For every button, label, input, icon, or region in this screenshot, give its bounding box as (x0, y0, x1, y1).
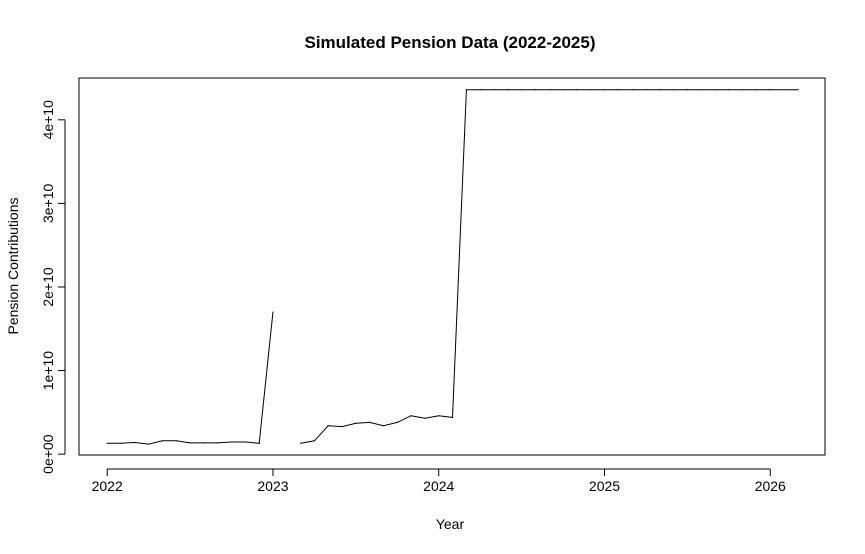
series-point (521, 89, 523, 91)
series-point (590, 89, 592, 91)
x-tick-label: 2022 (92, 478, 123, 494)
series-point (534, 89, 536, 91)
x-tick-label: 2023 (257, 478, 288, 494)
series-point (148, 443, 150, 445)
series-point (369, 421, 371, 423)
series-point (645, 89, 647, 91)
series-point (548, 89, 550, 91)
series-layer (106, 89, 799, 445)
series-point (465, 89, 468, 91)
series-point (700, 89, 702, 91)
series-point (728, 89, 730, 91)
series-point (175, 440, 177, 442)
series-point (244, 441, 246, 443)
series-line (107, 312, 274, 445)
series-point (189, 442, 191, 444)
series-point (217, 442, 219, 444)
y-axis-label: Pension Contributions (5, 198, 21, 335)
series-point (313, 440, 316, 442)
series-point (134, 441, 136, 444)
series-point (562, 89, 564, 91)
x-axis-label: Year (436, 516, 465, 532)
series-point (659, 89, 661, 91)
series-point (272, 311, 274, 313)
y-tick-label: 0e+00 (40, 434, 56, 474)
series-point (617, 89, 619, 91)
series-line (300, 89, 798, 444)
series-point (673, 89, 675, 91)
series-point (479, 89, 481, 91)
series-point (424, 417, 426, 419)
series-point (382, 425, 385, 427)
y-tick-label: 1e+10 (40, 351, 56, 391)
x-tick-label: 2025 (589, 478, 620, 494)
series-point (603, 89, 606, 91)
series-point (106, 442, 108, 444)
series-point (230, 441, 233, 443)
series-point (410, 415, 412, 417)
y-tick-label: 2e+10 (40, 267, 56, 307)
x-axis: 2022 2023 2024 2025 2026 (92, 468, 786, 494)
plot-area-box (78, 77, 826, 456)
chart-title: Simulated Pension Data (2022-2025) (304, 33, 595, 52)
series-point (783, 89, 785, 91)
series-point (714, 89, 716, 91)
y-tick-label: 3e+10 (40, 184, 56, 224)
x-tick-label: 2024 (423, 478, 454, 494)
series-point (742, 89, 744, 91)
series-point (327, 425, 329, 427)
series-point (631, 89, 633, 91)
series-point (493, 89, 495, 91)
series-point (341, 425, 343, 428)
series-point (576, 89, 578, 91)
series-point (203, 442, 205, 444)
series-point (258, 442, 260, 444)
series-point (300, 442, 302, 444)
series-point (438, 415, 440, 417)
series-point (355, 422, 357, 424)
series-point (797, 89, 799, 91)
y-axis: 0e+00 1e+10 2e+10 3e+10 4e+10 (40, 100, 66, 474)
series-point (161, 440, 163, 442)
y-tick-label: 4e+10 (40, 100, 56, 140)
series-point (507, 89, 509, 91)
series-point (451, 416, 454, 418)
series-point (120, 442, 122, 444)
series-point (396, 421, 398, 423)
x-tick-label: 2026 (755, 478, 786, 494)
series-point (769, 89, 771, 91)
series-point (755, 89, 758, 91)
series-point (686, 89, 689, 91)
